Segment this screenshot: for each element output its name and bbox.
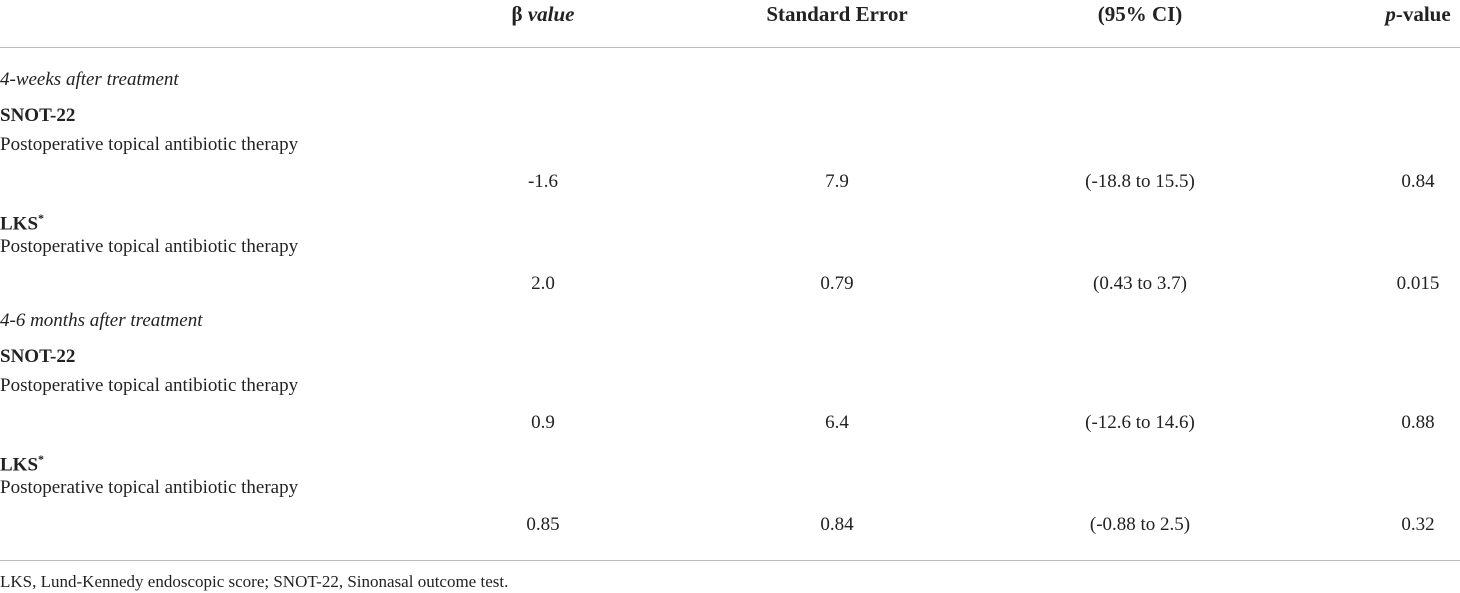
header-word: -value bbox=[1395, 2, 1451, 26]
outcome-name: LKS bbox=[0, 212, 39, 234]
header-beta: β value bbox=[512, 3, 575, 25]
cell-se: 0.79 bbox=[820, 272, 854, 294]
cell-p: 0.84 bbox=[1401, 171, 1435, 192]
section-title: 4-6 months after treatment bbox=[0, 310, 203, 331]
cell-ci: (-18.8 to 15.5) bbox=[1085, 171, 1195, 192]
header-rule bbox=[0, 47, 1460, 48]
cell-se: 7.9 bbox=[825, 171, 849, 192]
footnote: LKS, Lund-Kennedy endoscopic score; SNOT… bbox=[0, 572, 509, 591]
bottom-rule bbox=[0, 560, 1460, 561]
predictor-label: Postoperative topical antibiotic therapy bbox=[0, 375, 299, 396]
cell-se: 0.84 bbox=[820, 513, 854, 535]
cell-beta: 0.9 bbox=[531, 412, 555, 433]
cell-p: 0.015 bbox=[1396, 272, 1440, 294]
header-symbol: p bbox=[1385, 2, 1396, 26]
outcome-mark: * bbox=[38, 451, 45, 466]
cell-beta: 0.85 bbox=[526, 513, 560, 535]
outcome-label: SNOT-22 bbox=[0, 105, 75, 127]
predictor-label: Postoperative topical antibiotic therapy bbox=[0, 235, 299, 257]
section-title: 4-weeks after treatment bbox=[0, 69, 179, 90]
outcome-name: SNOT-22 bbox=[0, 346, 76, 367]
cell-beta: -1.6 bbox=[527, 171, 559, 192]
cell-ci: (0.43 to 3.7) bbox=[1093, 272, 1187, 294]
outcome-mark: * bbox=[38, 210, 45, 225]
cell-ci: (-12.6 to 14.6) bbox=[1085, 412, 1195, 433]
cell-beta: 2.0 bbox=[531, 272, 555, 294]
outcome-name: SNOT-22 bbox=[0, 105, 76, 126]
cell-se: 6.4 bbox=[825, 412, 849, 433]
outcome-name: LKS bbox=[0, 453, 39, 475]
cell-p: 0.88 bbox=[1401, 412, 1435, 433]
outcome-label: LKS* bbox=[0, 448, 44, 476]
predictor-label: Postoperative topical antibiotic therapy bbox=[0, 134, 299, 155]
predictor-label: Postoperative topical antibiotic therapy bbox=[0, 476, 299, 498]
header-word: value bbox=[527, 2, 575, 26]
header-se: Standard Error bbox=[766, 2, 908, 26]
cell-ci: (-0.88 to 2.5) bbox=[1089, 513, 1191, 535]
outcome-label: LKS* bbox=[0, 207, 44, 235]
header-symbol: β bbox=[511, 2, 523, 26]
header-ci: (95% CI) bbox=[1097, 2, 1183, 26]
header-p: p-value bbox=[1385, 3, 1450, 25]
outcome-label: SNOT-22 bbox=[0, 346, 75, 368]
cell-p: 0.32 bbox=[1401, 513, 1435, 535]
